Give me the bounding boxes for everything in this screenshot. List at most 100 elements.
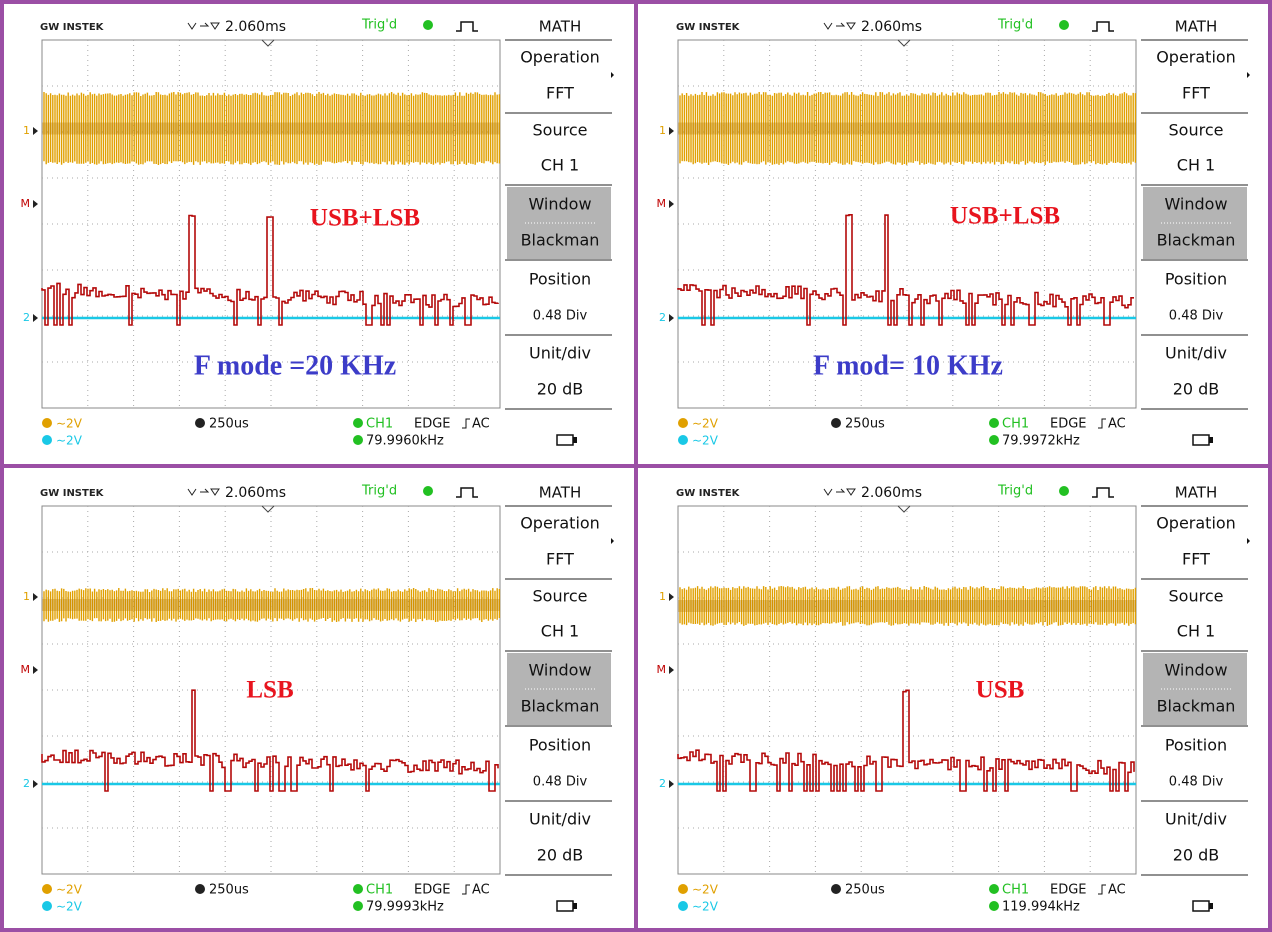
trigger-type: EDGE bbox=[414, 883, 451, 898]
channel-marker: 1 bbox=[659, 590, 666, 603]
menu-item: Position bbox=[1165, 270, 1227, 289]
ch2-badge bbox=[42, 435, 52, 445]
menu-item: 0.48 Div bbox=[1169, 309, 1224, 324]
ch1-scale: ∼2V bbox=[56, 417, 83, 431]
timebase: 250us bbox=[845, 417, 885, 432]
usb-plug bbox=[573, 903, 577, 909]
menu-item: CH 1 bbox=[541, 156, 579, 175]
menu-item: Operation bbox=[520, 514, 600, 533]
menu-item: FFT bbox=[1182, 84, 1210, 103]
freq-badge bbox=[353, 901, 363, 911]
menu-item: Operation bbox=[1156, 48, 1236, 67]
trig-badge bbox=[989, 418, 999, 428]
frequency: 79.9960kHz bbox=[366, 434, 444, 449]
menu-item: Blackman bbox=[521, 697, 600, 716]
ch2-badge bbox=[678, 435, 688, 445]
trigger-led bbox=[423, 20, 433, 30]
menu-item: Window bbox=[528, 661, 591, 680]
ch1-core bbox=[678, 600, 1136, 612]
annotation: LSB bbox=[246, 677, 293, 704]
brand: GW INSTEK bbox=[40, 488, 105, 499]
annotation: USB+LSB bbox=[310, 205, 420, 232]
usb-plug bbox=[1209, 903, 1213, 909]
ch1-scale: ∼2V bbox=[692, 883, 719, 897]
delay: 2.060ms bbox=[225, 19, 286, 35]
menu-item: Position bbox=[529, 736, 591, 755]
ch1-badge bbox=[42, 884, 52, 894]
timebase: 250us bbox=[209, 883, 249, 898]
menu-item: CH 1 bbox=[541, 622, 579, 641]
menu-title: MATH bbox=[1175, 484, 1217, 502]
ch1-scale: ∼2V bbox=[56, 883, 83, 897]
annotation: F mode =20 KHz bbox=[194, 350, 396, 381]
trigger-led bbox=[1059, 486, 1069, 496]
channel-marker: 2 bbox=[23, 777, 30, 790]
freq-badge bbox=[353, 435, 363, 445]
frequency: 79.9993kHz bbox=[366, 900, 444, 915]
menu-item: FFT bbox=[546, 550, 574, 569]
menu-item: CH 1 bbox=[1177, 156, 1215, 175]
annotation: USB+LSB bbox=[950, 203, 1060, 230]
channel-marker: M bbox=[21, 663, 31, 676]
annotation: F mod= 10 KHz bbox=[813, 350, 1003, 381]
timebase: 250us bbox=[209, 417, 249, 432]
menu-item: 0.48 Div bbox=[1169, 775, 1224, 790]
menu-item: CH 1 bbox=[1177, 622, 1215, 641]
menu-item: Blackman bbox=[1157, 231, 1236, 250]
menu-item: 20 dB bbox=[537, 846, 584, 865]
menu-item: Unit/div bbox=[1165, 810, 1227, 829]
menu-title: MATH bbox=[1175, 18, 1217, 36]
menu-item: FFT bbox=[1182, 550, 1210, 569]
usb-plug bbox=[1209, 437, 1213, 443]
trigger-status: Trig'd bbox=[361, 484, 397, 499]
channel-marker: 1 bbox=[23, 124, 30, 137]
freq-badge bbox=[989, 435, 999, 445]
trigger-status: Trig'd bbox=[997, 484, 1033, 499]
ch1-core bbox=[42, 123, 500, 135]
trigger-led bbox=[423, 486, 433, 496]
trig-badge bbox=[353, 884, 363, 894]
brand: GW INSTEK bbox=[676, 22, 741, 33]
coupling: AC bbox=[472, 417, 490, 432]
trig-badge bbox=[989, 884, 999, 894]
time-badge bbox=[195, 418, 205, 428]
menu-item: Operation bbox=[1156, 514, 1236, 533]
menu-title: MATH bbox=[539, 484, 581, 502]
menu-item: Source bbox=[533, 587, 588, 606]
menu-item: FFT bbox=[546, 84, 574, 103]
trigger-led bbox=[1059, 20, 1069, 30]
ch2-badge bbox=[678, 901, 688, 911]
time-badge bbox=[195, 884, 205, 894]
timebase: 250us bbox=[845, 883, 885, 898]
ch1-badge bbox=[42, 418, 52, 428]
frequency: 119.994kHz bbox=[1002, 900, 1080, 915]
trigger-status: Trig'd bbox=[997, 18, 1033, 33]
ch1-core bbox=[42, 599, 500, 611]
time-badge bbox=[831, 418, 841, 428]
coupling: AC bbox=[1108, 883, 1126, 898]
ch2-scale: ∼2V bbox=[692, 900, 719, 914]
menu-item: Source bbox=[1169, 587, 1224, 606]
trigger-source: CH1 bbox=[366, 883, 393, 898]
menu-item: Position bbox=[529, 270, 591, 289]
ch2-scale: ∼2V bbox=[56, 434, 83, 448]
menu-item: Blackman bbox=[521, 231, 600, 250]
trigger-type: EDGE bbox=[414, 417, 451, 432]
trigger-type: EDGE bbox=[1050, 883, 1087, 898]
brand: GW INSTEK bbox=[40, 22, 105, 33]
menu-item: 0.48 Div bbox=[533, 775, 588, 790]
ch2-scale: ∼2V bbox=[56, 900, 83, 914]
channel-marker: 2 bbox=[23, 311, 30, 324]
channel-marker: M bbox=[657, 197, 667, 210]
coupling: AC bbox=[1108, 417, 1126, 432]
menu-item: Unit/div bbox=[529, 810, 591, 829]
frequency: 79.9972kHz bbox=[1002, 434, 1080, 449]
menu-item: 20 dB bbox=[1173, 846, 1220, 865]
trigger-source: CH1 bbox=[1002, 883, 1029, 898]
time-badge bbox=[831, 884, 841, 894]
channel-marker: M bbox=[657, 663, 667, 676]
ch2-badge bbox=[42, 901, 52, 911]
menu-item: Operation bbox=[520, 48, 600, 67]
menu-item: Source bbox=[1169, 121, 1224, 140]
channel-marker: 1 bbox=[659, 124, 666, 137]
